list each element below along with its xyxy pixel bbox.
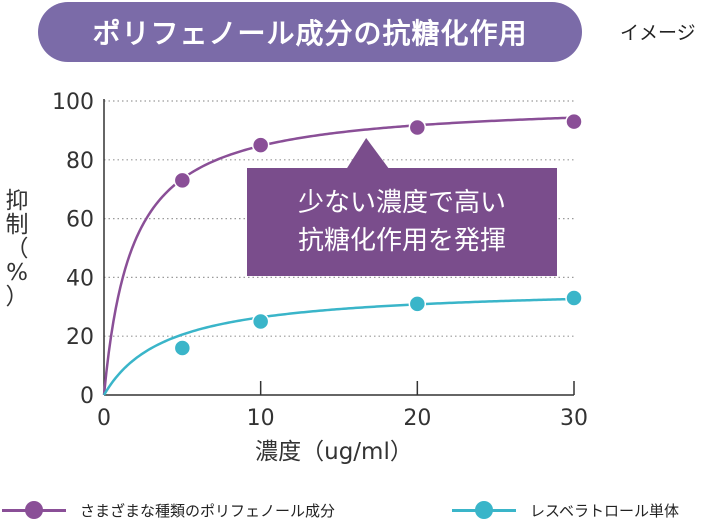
callout-line-2: 抗糖化作用を発揮 [297, 226, 506, 256]
data-point-series0-1 [251, 136, 270, 154]
legend-line-resveratrol [452, 501, 516, 519]
legend-item-polyphenol: さまざまな種類のポリフェノール成分 [2, 500, 335, 521]
data-point-series1-2 [408, 295, 427, 313]
legend-line-polyphenol [2, 501, 66, 519]
y-axis-title-char: ） [6, 284, 29, 310]
y-axis-title-char: % [6, 260, 28, 286]
data-point-series0-2 [408, 118, 427, 137]
y-tick-label: 40 [66, 266, 94, 291]
y-tick-label: 20 [66, 325, 94, 350]
x-tick-label: 20 [403, 406, 431, 431]
legend-marker-polyphenol [25, 501, 43, 519]
x-tick-label: 10 [247, 406, 275, 431]
legend-label-resveratrol: レスベラトロール単体 [530, 502, 679, 520]
y-axis-title-char: 制 [6, 212, 29, 238]
chart-title-banner: ポリフェノール成分の抗糖化作用 [38, 2, 582, 62]
y-tick-label: 0 [80, 384, 94, 409]
data-point-series0-3 [565, 112, 583, 131]
series-line-1 [102, 297, 575, 396]
data-point-series0-0 [173, 171, 192, 190]
callout-line-1: 少ない濃度で高い [297, 188, 506, 218]
data-point-series1-0 [173, 339, 192, 357]
legend-label-polyphenol: さまざまな種類のポリフェノール成分 [80, 502, 336, 520]
chart-canvas: 0 20 40 60 80 100 0 10 20 30 濃度（ug/ml） 抑制（%） [6, 90, 589, 465]
x-tick-label: 0 [97, 406, 111, 431]
chart-title: ポリフェノール成分の抗糖化作用 [92, 17, 528, 50]
y-tick-label: 100 [52, 90, 94, 115]
legend-item-resveratrol: レスベラトロール単体 [452, 500, 679, 521]
y-axis-title-char: 抑 [6, 188, 29, 214]
legend: さまざまな種類のポリフェノール成分 レスベラトロール単体 [0, 500, 706, 527]
legend-marker-resveratrol [475, 501, 493, 519]
callout-box: 少ない濃度で高い 抗糖化作用を発揮 [247, 168, 557, 276]
y-tick-label: 80 [66, 149, 94, 174]
x-tick-label: 30 [560, 406, 588, 431]
x-axis-title: 濃度（ug/ml） [255, 439, 413, 465]
data-point-series1-1 [251, 312, 270, 331]
data-point-series1-3 [565, 289, 583, 307]
image-note: イメージ [620, 22, 696, 44]
y-tick-label: 60 [66, 208, 94, 233]
y-axis-title-char: （ [6, 236, 29, 262]
